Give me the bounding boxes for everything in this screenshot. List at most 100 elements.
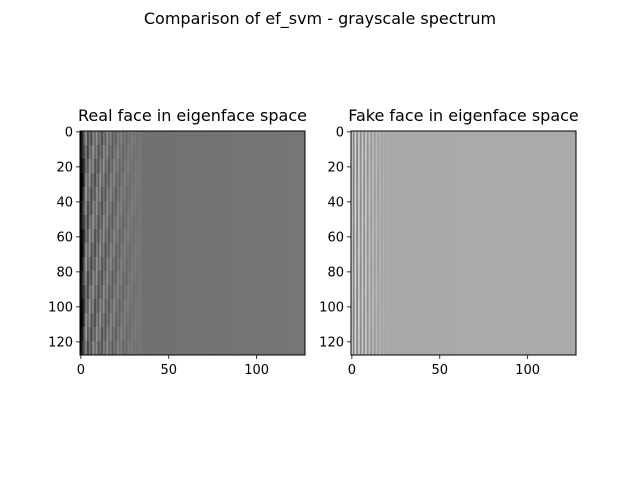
- spectrum-cell: [365, 257, 368, 272]
- spectrum-cell: [99, 215, 102, 230]
- spectrum-cell: [106, 299, 109, 314]
- spectrum-cell: [115, 215, 118, 230]
- spectrum-cell: [115, 299, 118, 314]
- spectrum-cell: [104, 341, 107, 356]
- spectrum-cell: [116, 299, 119, 314]
- spectrum-cell: [95, 327, 98, 342]
- spectrum-cell: [370, 341, 373, 356]
- spectrum-cell: [379, 299, 382, 314]
- spectrum-cell: [125, 131, 128, 146]
- spectrum-cell: [363, 187, 366, 202]
- spectrum-cell: [356, 257, 359, 272]
- spectrum-cell: [373, 271, 376, 286]
- spectrum-cell: [81, 131, 84, 146]
- spectrum-cell: [368, 201, 371, 216]
- spectrum-cell: [109, 173, 112, 188]
- spectrum-cell: [351, 327, 354, 342]
- spectrum-cell: [109, 145, 112, 160]
- spectrum-cell: [373, 257, 376, 272]
- spectrum-cell: [361, 257, 364, 272]
- spectrum-cell: [113, 285, 116, 300]
- spectrum-cell: [90, 173, 93, 188]
- spectrum-cell: [81, 257, 84, 272]
- spectrum-cell: [115, 243, 118, 258]
- spectrum-cell: [134, 299, 137, 314]
- spectrum-cell: [104, 173, 107, 188]
- spectrum-cell: [106, 229, 109, 244]
- spectrum-cell: [88, 201, 91, 216]
- spectrum-cell: [138, 201, 141, 216]
- spectrum-cell: [122, 341, 125, 356]
- spectrum-cell: [363, 327, 366, 342]
- spectrum-cell: [94, 131, 97, 146]
- spectrum-cell: [113, 313, 116, 328]
- spectrum-cell: [352, 173, 355, 188]
- spectrum-cell: [123, 215, 127, 230]
- spectrum-cell: [113, 187, 116, 202]
- spectrum-cell: [366, 257, 369, 272]
- spectrum-cell: [102, 159, 105, 174]
- spectrum-cell: [90, 201, 93, 216]
- spectrum-cell: [94, 159, 97, 174]
- spectrum-cell: [85, 229, 88, 244]
- spectrum-cell: [106, 327, 109, 342]
- spectrum-cell: [363, 215, 366, 230]
- spectrum-cell: [92, 271, 95, 286]
- spectrum-cell: [87, 257, 90, 272]
- spectrum-cell: [116, 187, 119, 202]
- spectrum-cell: [379, 215, 382, 230]
- spectrum-cell: [356, 341, 359, 356]
- spectrum-cell: [366, 341, 369, 356]
- spectrum-cell: [379, 201, 382, 216]
- spectrum-cell: [356, 187, 359, 202]
- spectrum-cell: [372, 131, 375, 146]
- spectrum-cell: [120, 145, 123, 160]
- spectrum-cell: [138, 131, 141, 146]
- spectrum-cell: [88, 271, 91, 286]
- spectrum-cell: [138, 145, 141, 160]
- spectrum-cell: [132, 173, 135, 188]
- spectrum-cell: [97, 243, 100, 258]
- spectrum-cell: [386, 299, 389, 314]
- spectrum-cell: [101, 271, 104, 286]
- spectrum-cell: [118, 257, 121, 272]
- spectrum-cell: [373, 243, 376, 258]
- spectrum-cell: [116, 201, 119, 216]
- spectrum-cell: [387, 159, 390, 174]
- panel-fake-title: Fake face in eigenface space: [348, 106, 579, 125]
- spectrum-cell: [139, 257, 142, 272]
- spectrum-cell: [130, 243, 134, 258]
- spectrum-cell: [125, 187, 128, 202]
- spectrum-cell: [351, 145, 354, 160]
- spectrum-cell: [83, 327, 86, 342]
- spectrum-cell: [363, 299, 366, 314]
- spectrum-cell: [83, 299, 86, 314]
- spectrum-cell: [365, 159, 368, 174]
- spectrum-cell: [111, 215, 114, 230]
- spectrum-cell: [379, 271, 382, 286]
- spectrum-cell: [99, 327, 102, 342]
- spectrum-cell: [380, 257, 383, 272]
- spectrum-cell: [375, 327, 378, 342]
- spectrum-cell: [83, 341, 86, 356]
- spectrum-cell: [387, 243, 390, 258]
- spectrum-cell: [370, 131, 373, 146]
- spectrum-cell: [102, 299, 105, 314]
- spectrum-cell: [352, 215, 355, 230]
- spectrum-cell: [377, 159, 380, 174]
- spectrum-cell: [380, 173, 383, 188]
- spectrum-cell: [379, 341, 382, 356]
- spectrum-cell: [106, 201, 109, 216]
- spectrum-cell: [134, 257, 137, 272]
- spectrum-cell: [101, 243, 104, 258]
- spectrum-cell: [90, 257, 93, 272]
- spectrum-cell: [384, 285, 387, 300]
- spectrum-cell: [380, 299, 383, 314]
- spectrum-cell: [125, 341, 128, 356]
- panel-real-title: Real face in eigenface space: [78, 106, 307, 125]
- spectrum-cell: [368, 131, 371, 146]
- spectrum-cell: [102, 145, 105, 160]
- spectrum-cell: [375, 341, 378, 356]
- spectrum-cell: [358, 271, 361, 286]
- spectrum-cell: [87, 285, 90, 300]
